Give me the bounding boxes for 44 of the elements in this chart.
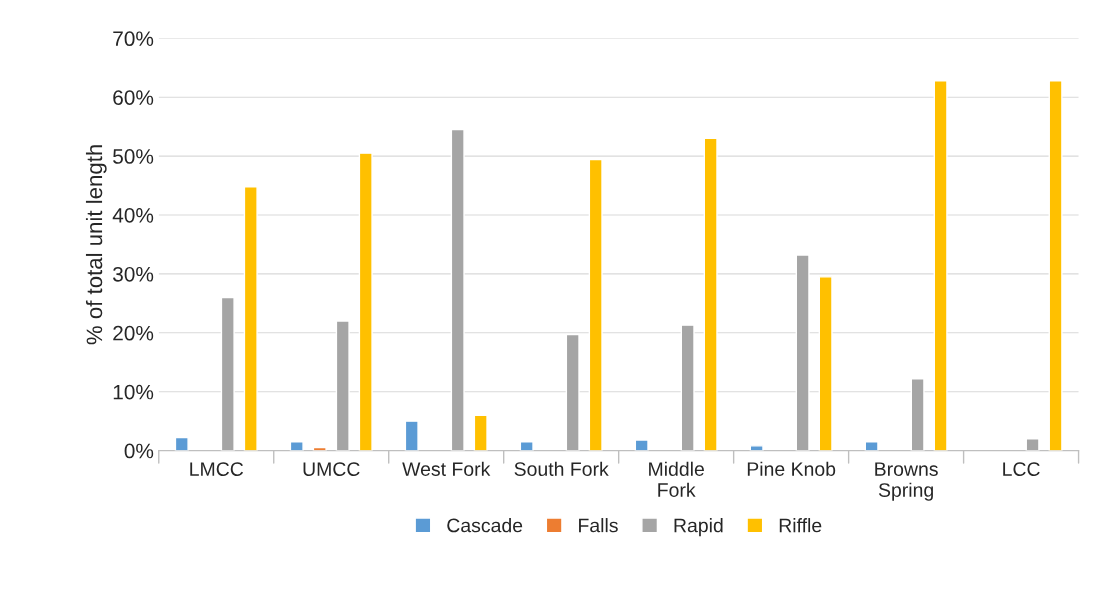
bar bbox=[933, 79, 948, 451]
bar bbox=[634, 439, 649, 451]
legend-label: Rapid bbox=[674, 518, 723, 537]
y-tick-label: 50% bbox=[113, 149, 154, 164]
bar bbox=[450, 128, 465, 451]
bar bbox=[404, 420, 419, 451]
y-tick-label: 20% bbox=[113, 325, 154, 341]
bar bbox=[1025, 438, 1040, 451]
x-tick-label: South Fork bbox=[514, 461, 609, 476]
bar bbox=[818, 276, 833, 451]
bar bbox=[174, 436, 189, 451]
bar bbox=[335, 320, 350, 451]
bar bbox=[289, 441, 304, 451]
bar bbox=[358, 152, 373, 451]
bar bbox=[749, 445, 764, 451]
bar bbox=[864, 441, 879, 451]
bar bbox=[220, 296, 235, 451]
bar bbox=[588, 158, 603, 451]
y-tick-label: 40% bbox=[112, 207, 154, 223]
x-tick-label: Middle Fork bbox=[649, 461, 704, 497]
bar bbox=[703, 137, 718, 451]
x-tick-label: LCC bbox=[1003, 462, 1040, 476]
bar bbox=[565, 333, 580, 451]
y-axis-title: % of total unit length bbox=[85, 145, 107, 345]
bar bbox=[519, 441, 534, 451]
legend-label: Riffle bbox=[779, 518, 822, 533]
y-tick-label: 0% bbox=[124, 443, 154, 459]
legend-label: Falls bbox=[579, 518, 618, 533]
x-tick-label: LMCC bbox=[190, 462, 244, 476]
bar bbox=[1048, 79, 1063, 451]
y-tick-label: 10% bbox=[113, 384, 154, 400]
y-tick-label: 70% bbox=[113, 31, 154, 47]
bar bbox=[795, 254, 810, 451]
x-tick-label: Pine Knob bbox=[747, 461, 836, 476]
x-tick-label: West Fork bbox=[402, 461, 491, 476]
bar bbox=[473, 414, 488, 451]
y-tick-label: 30% bbox=[113, 266, 154, 282]
bar bbox=[243, 186, 258, 451]
x-tick-label: Browns Spring bbox=[875, 462, 938, 501]
legend-label: Cascade bbox=[447, 518, 523, 533]
x-tick-label: UMCC bbox=[303, 462, 360, 476]
y-tick-label: 60% bbox=[113, 90, 154, 105]
bar bbox=[910, 378, 925, 451]
bar bbox=[680, 324, 695, 451]
